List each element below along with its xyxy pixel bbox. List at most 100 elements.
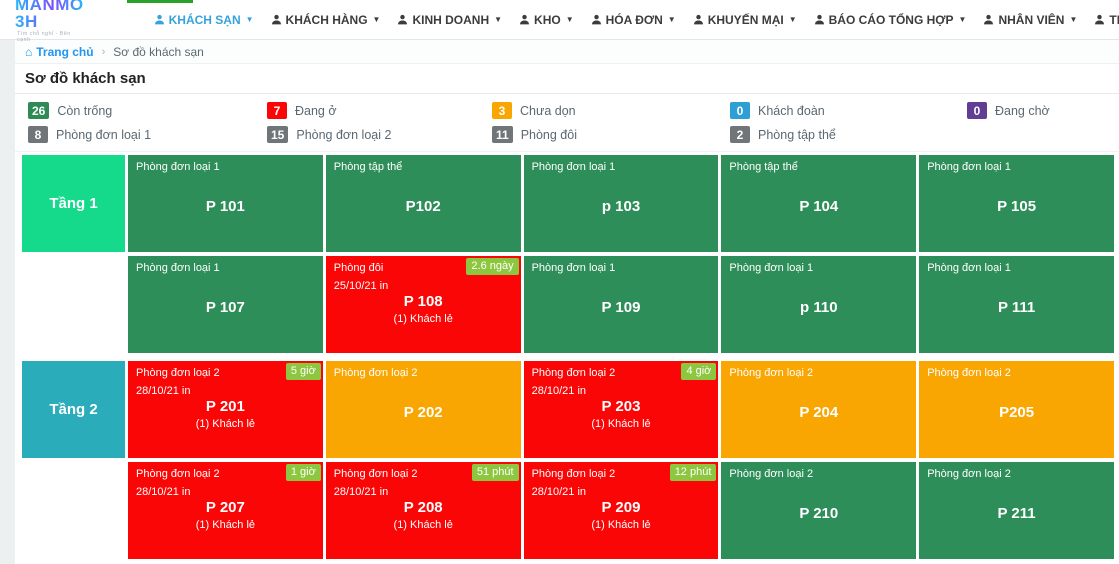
room-mid: P 204 bbox=[721, 361, 916, 458]
nav-item-hóa-đơn[interactable]: HÓA ĐƠN ▼ bbox=[591, 13, 676, 27]
chevron-down-icon: ▼ bbox=[494, 15, 503, 24]
room-checkin-label: 28/10/21 in bbox=[531, 385, 587, 397]
home-icon: ⌂ bbox=[25, 44, 33, 59]
navbar: MANMO 3H Tìm chỗ nghỉ - Bên cạnh KHÁCH S… bbox=[0, 0, 1119, 43]
person-icon bbox=[154, 14, 165, 25]
room-meta: Phòng đơn loại 2 28/10/21 in bbox=[326, 462, 418, 499]
legend-item: 15 Phòng đơn loại 2 bbox=[267, 126, 492, 143]
nav-menu: KHÁCH SẠN ▼ KHÁCH HÀNG ▼ KINH DOANH ▼ KH… bbox=[154, 13, 1119, 27]
nav-item-nhân-viên[interactable]: NHÂN VIÊN ▼ bbox=[983, 13, 1077, 27]
room-cell-p202[interactable]: Phòng đơn loại 2 P 202 bbox=[325, 361, 521, 458]
room-cell-p208[interactable]: Phòng đơn loại 2 28/10/21 in 51 phút P 2… bbox=[325, 462, 521, 559]
room-head: Phòng đơn loại 2 28/10/21 in 12 phút bbox=[524, 462, 719, 499]
room-cell-p211[interactable]: Phòng đơn loại 2 P 211 bbox=[919, 462, 1114, 559]
room-cell-p102[interactable]: Phòng tập thể P102 bbox=[325, 155, 521, 252]
room-mid: P205 bbox=[919, 361, 1114, 458]
person-icon bbox=[1094, 14, 1105, 25]
room-cell-p107[interactable]: Phòng đơn loại 1 P 107 bbox=[128, 256, 323, 353]
room-mid: p 110 bbox=[721, 256, 916, 353]
room-head: Phòng đơn loại 1 bbox=[128, 155, 323, 178]
room-meta: Phòng đơn loại 2 28/10/21 in bbox=[524, 462, 616, 499]
room-cell-p108[interactable]: Phòng đôi 25/10/21 in 2.6 ngày P 108 (1)… bbox=[325, 256, 521, 353]
legend-count-badge: 2 bbox=[730, 126, 750, 143]
legend-item-label: Phòng đôi bbox=[520, 127, 577, 142]
room-meta: Phòng đơn loại 2 bbox=[326, 361, 418, 384]
room-cell-p207[interactable]: Phòng đơn loại 2 28/10/21 in 1 giờ P 207… bbox=[128, 462, 323, 559]
legend-count-badge: 11 bbox=[492, 126, 513, 143]
room-meta: Phòng đơn loại 1 bbox=[128, 256, 220, 279]
room-type-label: Phòng đơn loại 2 bbox=[927, 367, 1011, 379]
legend-status-row: 26 Còn trống 7 Đang ở 3 Chưa dọn 0 Khách… bbox=[28, 102, 1119, 119]
legend-item-label: Đang chờ bbox=[995, 103, 1050, 118]
room-mid: P 201 (1) Khách lẻ bbox=[128, 361, 323, 458]
room-number: P 201 bbox=[205, 397, 245, 415]
room-number: P 202 bbox=[403, 403, 443, 421]
brand-name: MANMO 3H bbox=[15, 0, 84, 30]
room-guest-label: (1) Khách lẻ bbox=[195, 518, 256, 531]
room-number: P 111 bbox=[997, 298, 1036, 316]
room-cell-p210[interactable]: Phòng đơn loại 2 P 210 bbox=[721, 462, 917, 559]
room-cell-p109[interactable]: Phòng đơn loại 1 P 109 bbox=[523, 256, 719, 353]
brand-logo[interactable]: MANMO 3H Tìm chỗ nghỉ - Bên cạnh bbox=[15, 0, 84, 43]
room-mid: P 108 (1) Khách lẻ bbox=[326, 256, 521, 353]
legend-count-badge: 0 bbox=[967, 102, 987, 119]
room-meta: Phòng đơn loại 2 28/10/21 in bbox=[524, 361, 616, 398]
room-cell-p110[interactable]: Phòng đơn loại 1 p 110 bbox=[721, 256, 917, 353]
breadcrumb-home-link[interactable]: ⌂ Trang chủ bbox=[25, 45, 94, 59]
room-cell-p205[interactable]: Phòng đơn loại 2 P205 bbox=[919, 361, 1114, 458]
nav-item-khuyến-mại[interactable]: KHUYẾN MẠI ▼ bbox=[693, 13, 797, 27]
nav-item-kinh-doanh[interactable]: KINH DOANH ▼ bbox=[397, 13, 502, 27]
nav-item-label: HÓA ĐƠN bbox=[605, 12, 663, 27]
nav-item-khách-sạn[interactable]: KHÁCH SẠN ▼ bbox=[154, 13, 254, 27]
room-cell-p105[interactable]: Phòng đơn loại 1 P 105 bbox=[919, 155, 1114, 252]
room-type-label: Phòng đơn loại 2 bbox=[927, 468, 1011, 480]
chevron-down-icon: ▼ bbox=[788, 15, 797, 24]
room-number: P 107 bbox=[205, 298, 245, 316]
page-left-margin bbox=[0, 40, 15, 564]
nav-item-thêm[interactable]: THÊM ▼ bbox=[1094, 13, 1119, 27]
room-number: P205 bbox=[999, 403, 1035, 421]
room-cell-p209[interactable]: Phòng đơn loại 2 28/10/21 in 12 phút P 2… bbox=[523, 462, 719, 559]
room-number: P 211 bbox=[997, 504, 1036, 522]
page-title: Sơ đồ khách sạn bbox=[25, 70, 146, 87]
room-mid: p 103 bbox=[524, 155, 719, 252]
room-head: Phòng đơn loại 2 bbox=[919, 462, 1114, 485]
nav-item-kho[interactable]: KHO ▼ bbox=[519, 13, 574, 27]
breadcrumb-current: Sơ đồ khách sạn bbox=[113, 44, 204, 59]
room-cell-p104[interactable]: Phòng tập thể P 104 bbox=[721, 155, 917, 252]
room-head: Phòng đơn loại 2 28/10/21 in 5 giờ bbox=[128, 361, 323, 398]
room-number: P102 bbox=[405, 197, 441, 215]
room-meta: Phòng đơn loại 1 bbox=[721, 256, 813, 279]
legend-item-label: Phòng đơn loại 2 bbox=[296, 127, 392, 142]
legend-item: 2 Phòng tập thể bbox=[730, 126, 967, 143]
breadcrumb-home-label: Trang chủ bbox=[36, 44, 94, 59]
room-cell-p101[interactable]: Phòng đơn loại 1 P 101 bbox=[128, 155, 323, 252]
brand-tagline: Tìm chỗ nghỉ - Bên cạnh bbox=[17, 31, 71, 43]
room-number: p 103 bbox=[601, 197, 641, 215]
room-mid: P 209 (1) Khách lẻ bbox=[524, 462, 719, 559]
room-type-label: Phòng đơn loại 2 bbox=[729, 367, 814, 379]
room-map: Tầng 1 Phòng đơn loại 1 P 101 Phòng tập … bbox=[15, 152, 1119, 559]
room-cell-p204[interactable]: Phòng đơn loại 2 P 204 bbox=[721, 361, 917, 458]
room-meta: Phòng đơn loại 2 bbox=[721, 361, 813, 384]
room-checkin-label: 28/10/21 in bbox=[136, 385, 191, 397]
room-meta: Phòng đơn loại 1 bbox=[524, 155, 616, 178]
nav-item-label: KHO bbox=[534, 12, 561, 27]
room-mid: P 208 (1) Khách lẻ bbox=[326, 462, 521, 559]
room-number: P 204 bbox=[799, 403, 839, 421]
room-meta: Phòng đơn loại 2 bbox=[721, 462, 813, 485]
room-mid: P 211 bbox=[919, 462, 1114, 559]
room-cell-p103[interactable]: Phòng đơn loại 1 p 103 bbox=[523, 155, 719, 252]
floor-label-tầng-2[interactable]: Tầng 2 bbox=[22, 361, 125, 458]
room-duration-badge: 4 giờ bbox=[681, 363, 717, 380]
nav-item-khách-hàng[interactable]: KHÁCH HÀNG ▼ bbox=[271, 13, 380, 27]
nav-item-báo-cáo-tổng-hợp[interactable]: BÁO CÁO TỔNG HỢP ▼ bbox=[814, 13, 966, 27]
room-duration-badge: 2.6 ngày bbox=[466, 258, 519, 275]
room-number: P 101 bbox=[205, 197, 245, 215]
room-cell-p203[interactable]: Phòng đơn loại 2 28/10/21 in 4 giờ P 203… bbox=[523, 361, 719, 458]
room-cell-p201[interactable]: Phòng đơn loại 2 28/10/21 in 5 giờ P 201… bbox=[128, 361, 323, 458]
room-head: Phòng đơn loại 2 bbox=[721, 462, 916, 485]
room-type-label: Phòng đơn loại 1 bbox=[531, 262, 616, 274]
floor-label-tầng-1[interactable]: Tầng 1 bbox=[22, 155, 125, 252]
room-cell-p111[interactable]: Phòng đơn loại 1 P 111 bbox=[919, 256, 1114, 353]
